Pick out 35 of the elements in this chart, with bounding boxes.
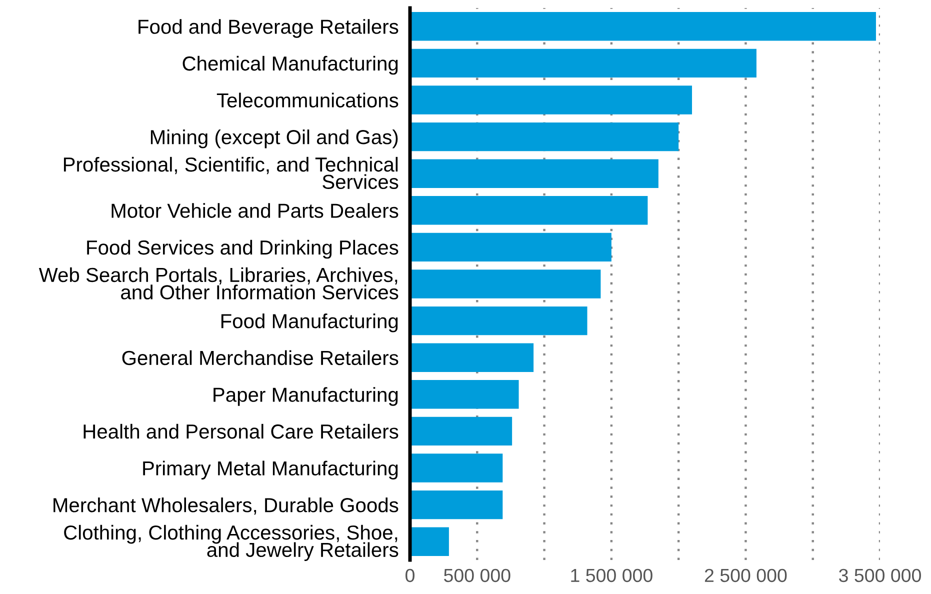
bar — [410, 454, 503, 482]
bar — [410, 490, 503, 520]
y-tick-label: Paper Manufacturing — [214, 387, 398, 406]
bar — [410, 232, 612, 262]
y-tick-label: General Merchandise Retailers — [122, 350, 398, 366]
y-tick-label: Merchant Wholesalers, Durable Goods — [54, 498, 398, 515]
y-tick-label: Web Search Portals, Libraries, Archives, and Other Information Services — [38, 267, 398, 300]
y-tick-label: Food and Beverage Retailers — [138, 19, 398, 38]
y-tick-label: Health and Personal Care Retailers — [84, 424, 398, 439]
y-tick-label: Telecommunications — [216, 92, 398, 108]
bar — [410, 86, 692, 114]
y-tick-label: Professional, Scientific, and Technical Services — [64, 156, 398, 190]
y-tick-label: Chemical Manufacturing — [182, 56, 398, 75]
y-tick-label: Primary Metal Manufacturing — [143, 460, 398, 480]
x-tick-label: 500 000 — [444, 568, 510, 582]
y-tick-label: Motor Vehicle and Parts Dealers — [112, 203, 398, 218]
bar — [410, 306, 588, 336]
y-tick-label: Food Services and Drinking Places — [87, 240, 398, 259]
bar — [410, 196, 648, 225]
bar — [410, 159, 658, 188]
y-tick-label: Food Manufacturing — [221, 314, 398, 332]
bar — [410, 48, 756, 78]
x-tick-label: 3 500 000 — [839, 568, 921, 582]
y-tick-label: Clothing, Clothing Accessories, Shoe, and Jewelry Retailers — [64, 524, 398, 562]
x-tick-label: 1 500 000 — [571, 568, 652, 582]
bar — [410, 122, 679, 152]
bar — [410, 416, 512, 446]
bar — [410, 270, 601, 298]
bar — [410, 527, 449, 556]
x-tick-label: 0 — [406, 568, 414, 582]
bar — [410, 343, 534, 372]
bar — [410, 380, 519, 409]
x-tick-label: 2 500 000 — [704, 568, 787, 582]
y-tick-label: Mining (except Oil and Gas) — [150, 130, 398, 148]
bar — [410, 12, 876, 41]
